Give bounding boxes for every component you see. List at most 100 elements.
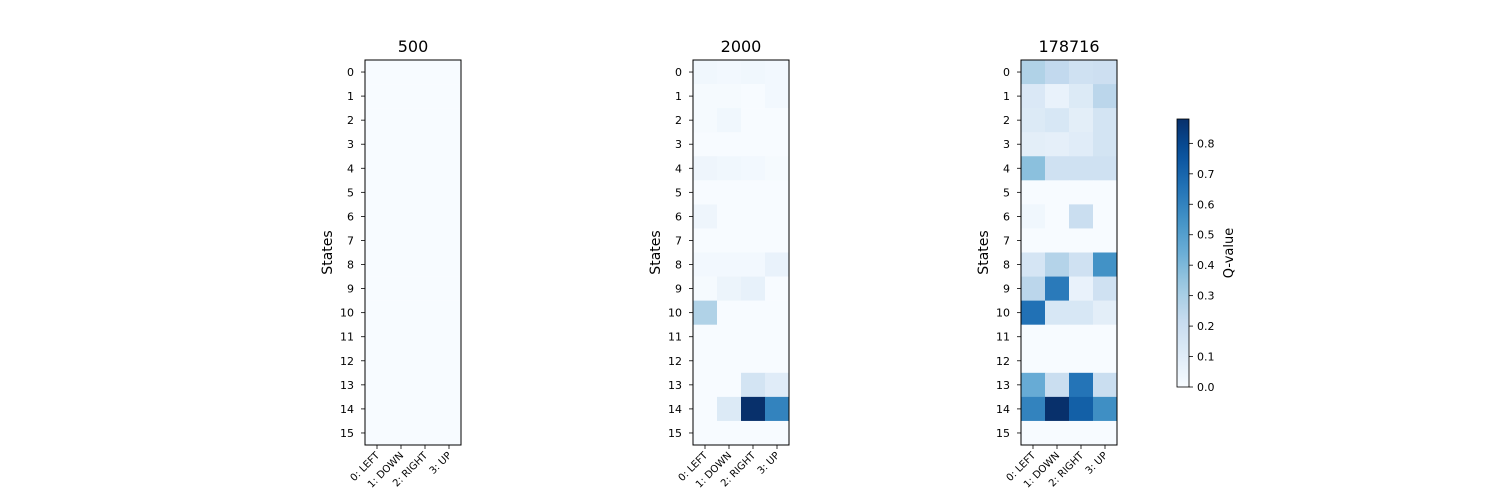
heatmap-cell: [1021, 132, 1046, 157]
heatmap-cell: [717, 132, 742, 157]
heatmap-cell: [1021, 204, 1046, 229]
heatmap-cell: [389, 84, 414, 109]
heatmap-cell: [413, 252, 438, 277]
heatmap-cell: [1021, 348, 1046, 374]
heatmap-cell: [1045, 60, 1070, 85]
y-tick-label: 2: [347, 114, 354, 127]
heatmap-cell: [1093, 300, 1118, 325]
heatmap-cell: [693, 252, 718, 277]
heatmap-cell: [741, 396, 766, 422]
y-tick-label: 9: [347, 283, 354, 296]
heatmap-cell: [1045, 300, 1070, 325]
heatmap-cell: [389, 180, 414, 205]
heatmap-cell: [693, 156, 718, 181]
colorbar-tick-label: 0.7: [1197, 168, 1215, 181]
x-tick-label: 3: UP: [428, 450, 454, 476]
heatmap-cell: [741, 156, 766, 181]
heatmap-cell: [1093, 348, 1118, 374]
y-tick-label: 8: [675, 259, 682, 272]
heatmap-cell: [1093, 276, 1118, 301]
heatmap-cell: [741, 252, 766, 277]
heatmap-cell: [413, 84, 438, 109]
heatmap-cell: [437, 300, 462, 325]
heatmap-cell: [765, 276, 790, 301]
heatmap-cell: [1069, 132, 1094, 157]
heatmap-cell: [741, 420, 766, 446]
heatmap-cell: [437, 156, 462, 181]
y-tick-label: 8: [1003, 259, 1010, 272]
heatmap-cell: [765, 348, 790, 374]
heatmap-cell: [1021, 156, 1046, 181]
heatmap-cell: [1069, 396, 1094, 422]
heatmap-cell: [741, 228, 766, 253]
heatmap-cell: [765, 372, 790, 398]
heatmap-cell: [1093, 108, 1118, 133]
heatmap-cell: [741, 204, 766, 229]
heatmap-cell: [693, 324, 718, 350]
y-tick-label: 6: [347, 210, 354, 223]
heatmap-cell: [1069, 60, 1094, 85]
heatmap-cell: [437, 132, 462, 157]
heatmap-cell: [1069, 228, 1094, 253]
heatmap-cell: [765, 60, 790, 85]
y-tick-label: 6: [675, 210, 682, 223]
heatmap-cell: [717, 324, 742, 350]
heatmap-cell: [741, 348, 766, 374]
heatmap-cell: [741, 60, 766, 85]
y-tick-label: 6: [1003, 210, 1010, 223]
chart-title: 2000: [721, 37, 762, 56]
y-tick-label: 11: [996, 331, 1010, 344]
heatmap-cell: [413, 396, 438, 422]
heatmap-cell: [1069, 324, 1094, 350]
heatmap-cell: [693, 228, 718, 253]
heatmap-cell: [1045, 84, 1070, 109]
y-tick-label: 12: [340, 355, 354, 368]
colorbar-tick-label: 0.3: [1197, 290, 1215, 303]
y-tick-label: 3: [1003, 138, 1010, 151]
heatmap-cell: [365, 108, 390, 133]
heatmap-cell: [1045, 180, 1070, 205]
y-axis-label: States: [320, 230, 336, 274]
heatmap-cell: [1045, 228, 1070, 253]
heatmap-cell: [437, 420, 462, 446]
chart-title: 178716: [1038, 37, 1099, 56]
heatmap-cell: [693, 348, 718, 374]
heatmap-cell: [741, 300, 766, 325]
heatmap-cell: [1069, 156, 1094, 181]
heatmap-cell: [693, 204, 718, 229]
heatmap-cell: [389, 396, 414, 422]
heatmap-cell: [1093, 396, 1118, 422]
heatmap-cell: [437, 108, 462, 133]
heatmap-cell: [437, 60, 462, 85]
heatmap-cell: [1093, 60, 1118, 85]
y-tick-label: 8: [347, 259, 354, 272]
heatmap-cell: [413, 204, 438, 229]
heatmap-cell: [717, 180, 742, 205]
heatmap-cell: [765, 324, 790, 350]
heatmap-cell: [1093, 228, 1118, 253]
y-tick-label: 14: [996, 403, 1010, 416]
colorbar-tick-label: 0.0: [1197, 381, 1215, 394]
heatmap-cell: [717, 348, 742, 374]
heatmap-cell: [1021, 108, 1046, 133]
y-tick-label: 2: [675, 114, 682, 127]
y-tick-label: 1: [1003, 90, 1010, 103]
heatmap-cell: [1093, 156, 1118, 181]
heatmap-cell: [389, 420, 414, 446]
y-tick-label: 15: [668, 427, 682, 440]
heatmap-cell: [1021, 252, 1046, 277]
heatmap-cell: [765, 396, 790, 422]
heatmap-cell: [437, 180, 462, 205]
heatmap-cell: [389, 108, 414, 133]
y-tick-label: 7: [347, 234, 354, 247]
heatmap-cell: [413, 348, 438, 374]
heatmap-cell: [693, 180, 718, 205]
heatmap-cell: [717, 60, 742, 85]
heatmap-cell: [389, 60, 414, 85]
y-tick-label: 11: [340, 331, 354, 344]
heatmap-cell: [717, 108, 742, 133]
heatmap-cell: [1093, 84, 1118, 109]
heatmap-cell: [765, 204, 790, 229]
heatmap-cell: [365, 60, 390, 85]
